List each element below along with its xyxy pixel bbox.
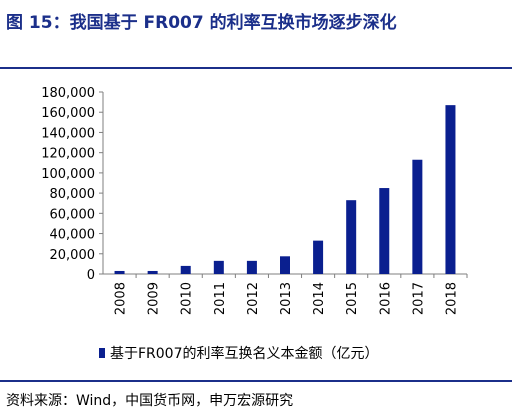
y-tick-label: 100,000 [41,167,95,182]
bar [280,256,290,274]
x-axis: 2008 2009 2010 2011 2012 2013 2014 2015 2016 2017… [103,273,468,315]
x-tick-label: 2017 [411,282,426,315]
chart-title: 图 15：我国基于 FR007 的利率互换市场逐步深化 [6,13,397,33]
y-tick-label: 180,000 [41,86,95,101]
bar [213,260,224,274]
y-tick-label: 60,000 [50,207,96,222]
bar [313,240,324,274]
bar [379,188,390,274]
bar-chart: 0 20,000 40,000 60,000 80,000 100,000 120,000 1… [41,86,468,362]
legend-label: 基于FR007的利率互换名义本金额（亿元） [110,345,379,362]
x-tick-label: 2009 [147,282,162,315]
x-tick-label: 2013 [279,282,294,315]
x-tick-label: 2018 [444,282,459,315]
bar [180,265,191,274]
legend-swatch [99,348,105,358]
bar [445,105,456,274]
bottom-divider [0,380,512,382]
x-tick-label: 2012 [246,282,261,315]
y-tick-label: 140,000 [41,126,95,141]
bar [412,159,423,274]
bars [114,105,456,274]
bar [246,260,257,274]
legend: 基于FR007的利率互换名义本金额（亿元） [99,345,379,362]
source-note: 资料来源：Wind，中国货币网，申万宏源研究 [6,393,294,409]
bar [346,200,357,274]
chart-area: 0 20,000 40,000 60,000 80,000 100,000 120,000 1… [0,69,512,378]
bar [147,270,158,274]
y-tick-label: 120,000 [41,147,95,162]
x-tick-label: 2014 [312,282,327,315]
y-tick-label: 160,000 [41,106,95,121]
x-tick-label: 2008 [114,282,129,315]
top-divider [0,67,512,69]
x-tick-label: 2016 [378,282,393,315]
y-axis: 0 20,000 40,000 60,000 80,000 100,000 120,000 1… [41,86,104,283]
y-tick-label: 20,000 [50,248,96,263]
x-tick-label: 2010 [180,282,195,315]
x-tick-label: 2015 [345,282,360,315]
y-tick-label: 80,000 [50,187,96,202]
y-tick-label: 40,000 [50,228,96,243]
bar [114,270,125,274]
y-tick-label: 0 [87,268,95,283]
x-tick-label: 2011 [213,282,228,315]
